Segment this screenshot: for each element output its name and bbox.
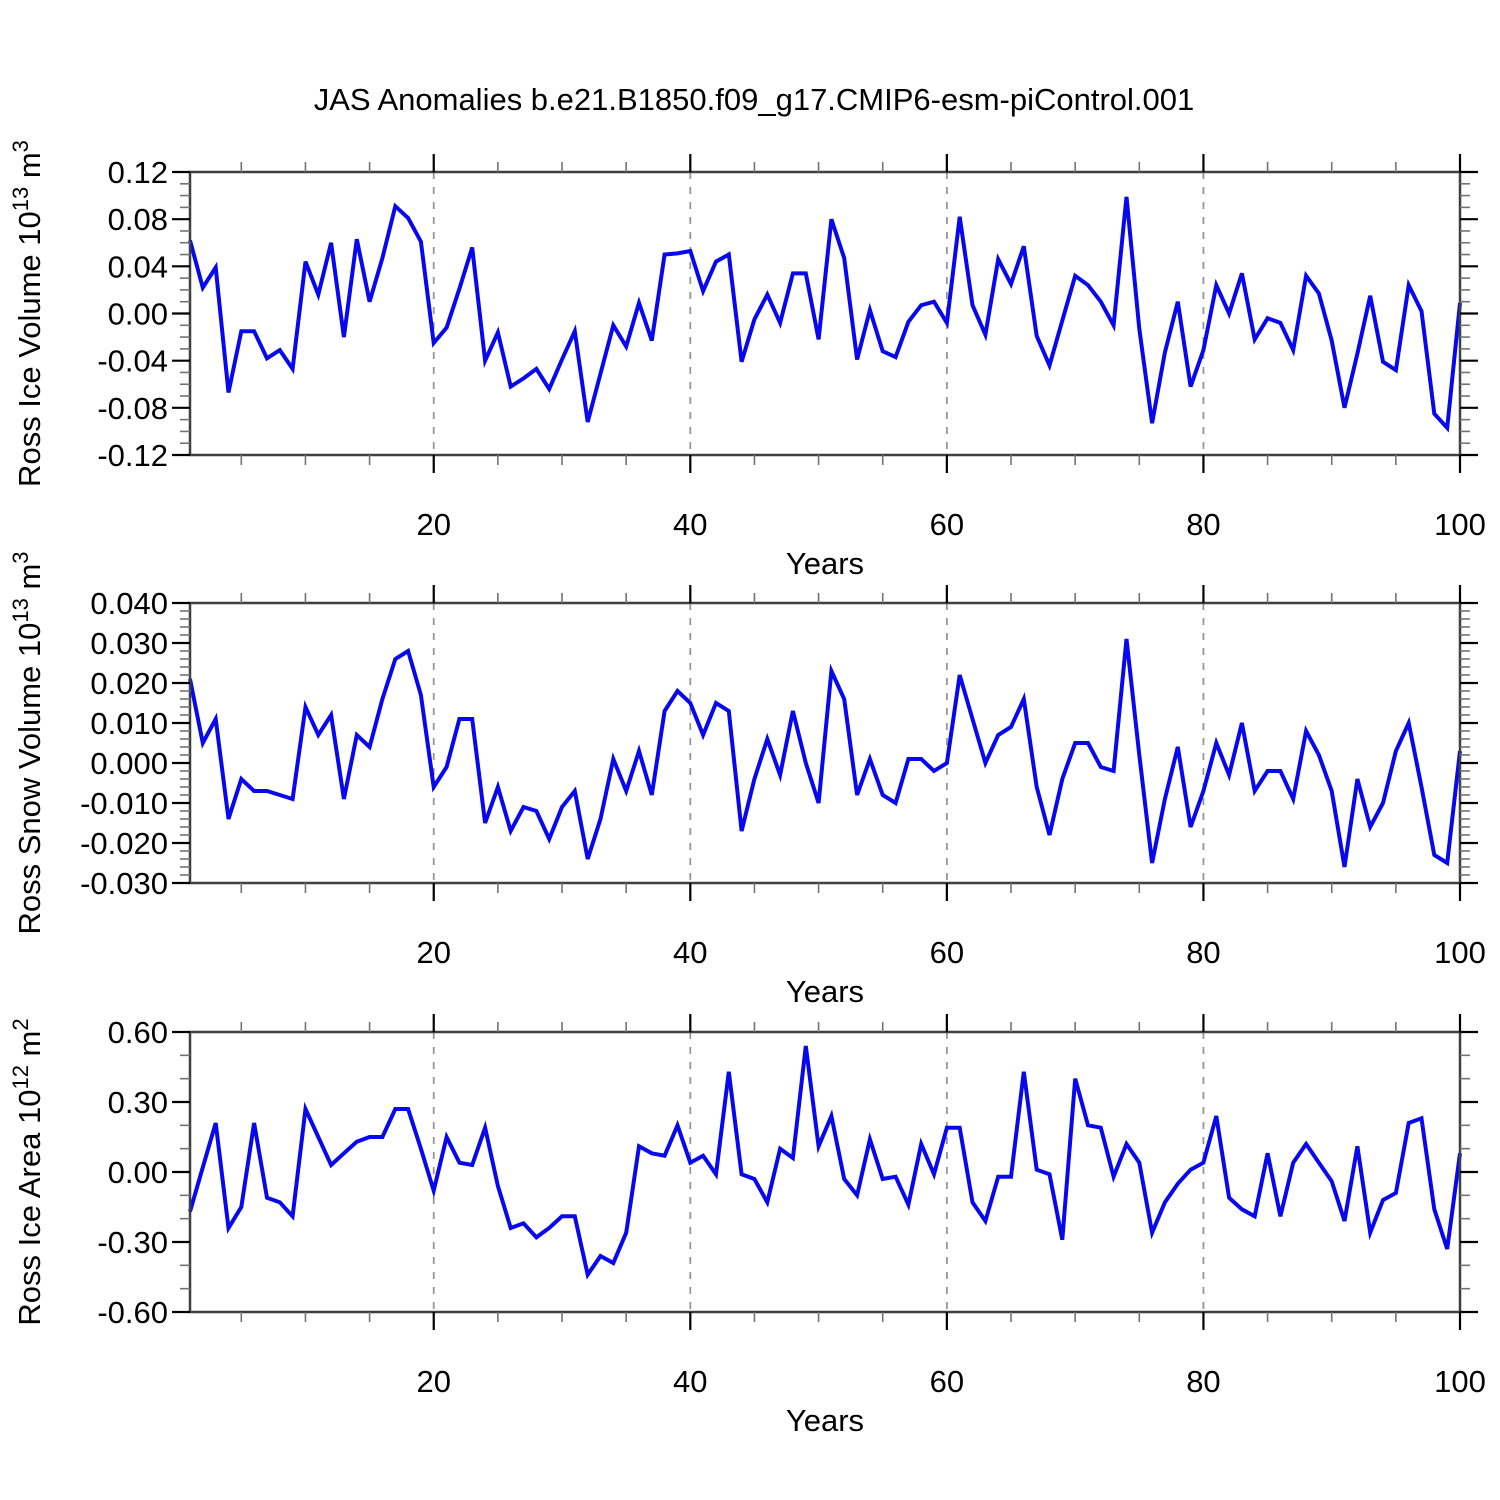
ytick-label: 0.12: [108, 155, 168, 190]
ticks: [172, 154, 1478, 473]
ytick-label: -0.12: [97, 438, 168, 473]
ytick-label: 0.010: [90, 706, 168, 741]
x-axis-title: Years: [786, 546, 864, 581]
xtick-label: 40: [673, 935, 707, 970]
ytick-label: -0.030: [80, 866, 168, 901]
xtick-label: 20: [416, 507, 450, 542]
xtick-label: 60: [930, 1364, 964, 1399]
ytick-label: 0.04: [108, 249, 168, 284]
ytick-label: 0.020: [90, 666, 168, 701]
xtick-label: 60: [930, 935, 964, 970]
ytick-label: -0.04: [97, 344, 168, 379]
ytick-label: -0.08: [97, 391, 168, 426]
x-axis-title: Years: [786, 1403, 864, 1438]
ytick-label: -0.010: [80, 786, 168, 821]
y-axis-title: Ross Ice Area 1012 m2: [8, 1018, 47, 1325]
y-axis-title: Ross Snow Volume 1013 m3: [8, 551, 47, 934]
xtick-label: 40: [673, 1364, 707, 1399]
ytick-label: 0.000: [90, 746, 168, 781]
plot-frame: [188, 601, 1462, 885]
plot-frame: [188, 170, 1462, 457]
ytick-label: 0.30: [108, 1085, 168, 1120]
panel-ross-ice-volume: 0.12 0.08 0.04 0.00 -0.04 -0.08 -0.12 20 40 60 80 1…: [8, 140, 1486, 581]
xtick-label: 40: [673, 507, 707, 542]
panel-ross-ice-area: 0.60 0.30 0.00 -0.30 -0.60 20 40 60 80 100 Years Ro…: [8, 1014, 1486, 1438]
panel-group: 0.12 0.08 0.04 0.00 -0.04 -0.08 -0.12 20 40 60 80 1…: [8, 140, 1486, 1438]
ticks: [172, 585, 1478, 901]
ytick-label: 0.60: [108, 1015, 168, 1050]
ytick-label: -0.30: [97, 1225, 168, 1260]
ross-ice-volume-line: [188, 196, 1462, 433]
xtick-label: 80: [1186, 935, 1220, 970]
ticks: [172, 1014, 1478, 1330]
panel-ross-snow-volume: 0.040 0.030 0.020 0.010 0.000 -0.010 -0.020 -0.…: [8, 551, 1486, 1009]
xtick-label: 80: [1186, 1364, 1220, 1399]
y-axis-title: Ross Ice Volume 1013 m3: [8, 140, 47, 487]
xtick-label: 20: [416, 1364, 450, 1399]
xtick-label: 60: [930, 507, 964, 542]
xtick-label: 100: [1434, 507, 1486, 542]
ytick-label: 0.00: [108, 1155, 168, 1190]
xtick-label: 100: [1434, 1364, 1486, 1399]
ytick-label: 0.040: [90, 586, 168, 621]
ytick-label: 0.00: [108, 297, 168, 332]
figure-title: JAS Anomalies b.e21.B1850.f09_g17.CMIP6-…: [314, 82, 1195, 117]
ytick-label: 0.030: [90, 626, 168, 661]
ross-ice-area-line: [188, 1045, 1462, 1280]
ytick-label: 0.08: [108, 202, 168, 237]
xtick-label: 80: [1186, 507, 1220, 542]
ytick-label: -0.60: [97, 1295, 168, 1330]
xtick-label: 20: [416, 935, 450, 970]
x-axis-title: Years: [786, 974, 864, 1009]
ross-snow-volume-line: [188, 638, 1462, 868]
xtick-label: 100: [1434, 935, 1486, 970]
ytick-label: -0.020: [80, 826, 168, 861]
